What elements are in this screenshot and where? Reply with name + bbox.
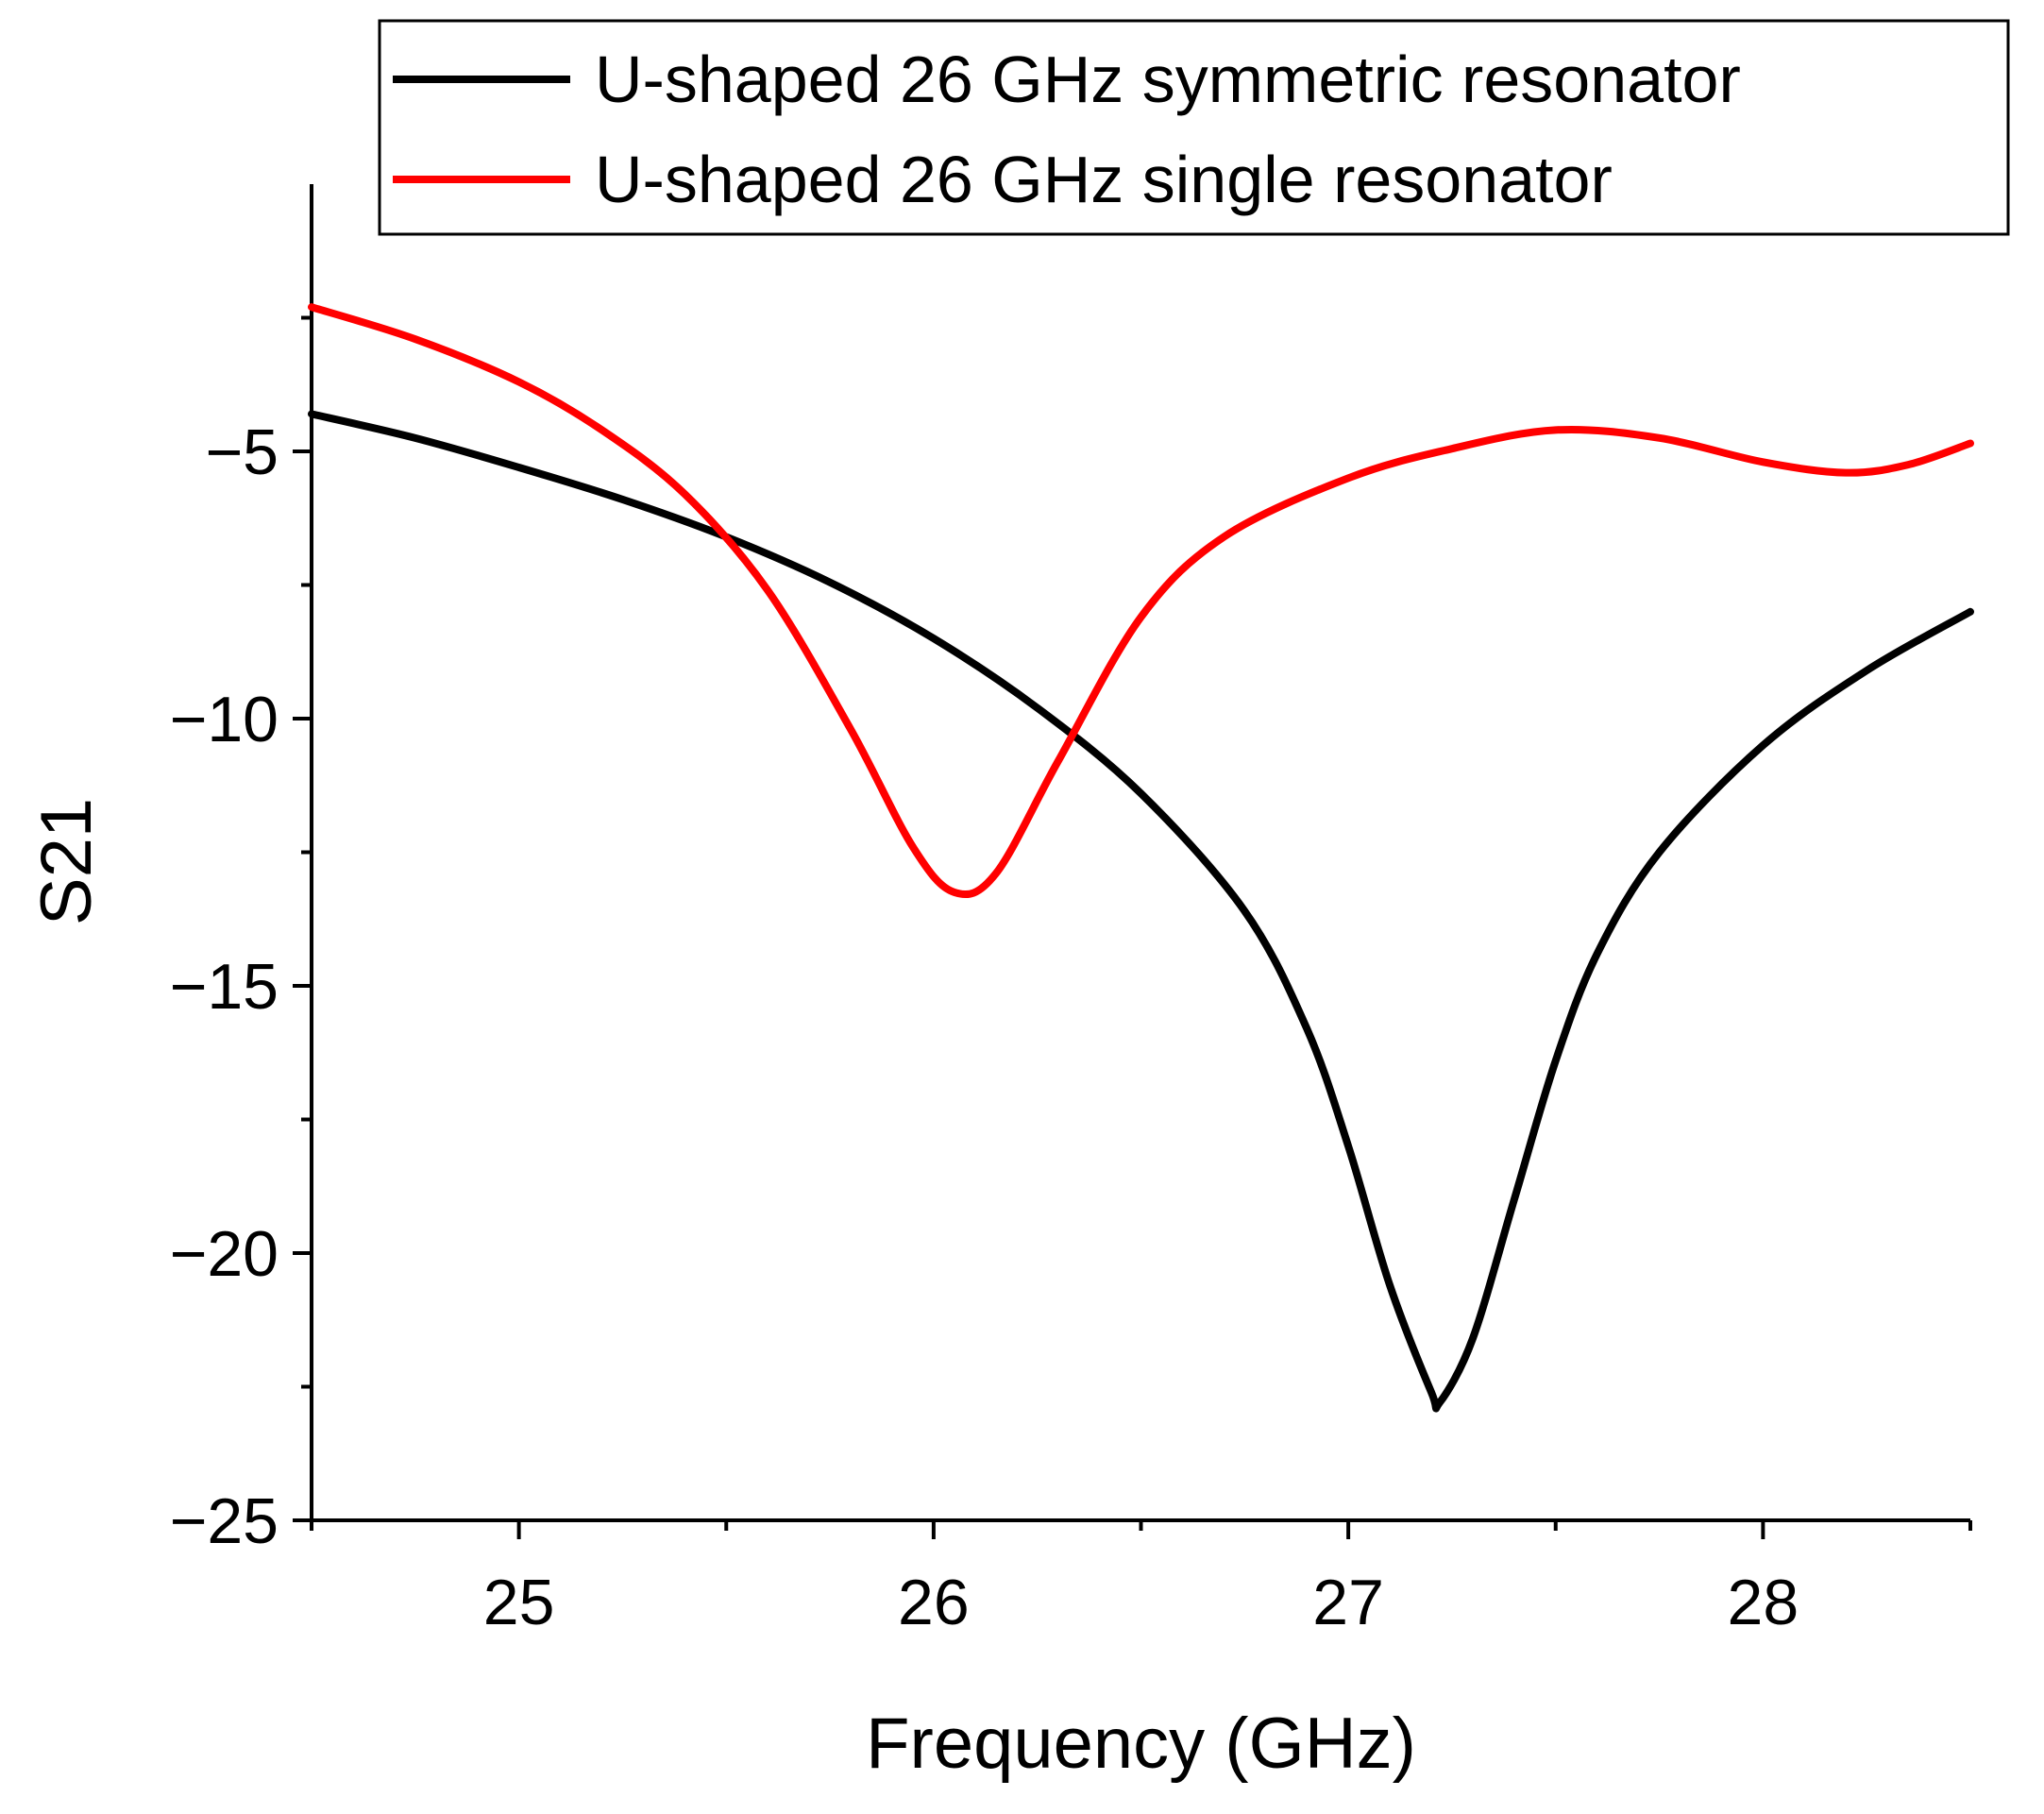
legend: U-shaped 26 GHz symmetric resonator U-sha… (378, 19, 2010, 236)
x-axis-title: Frequency (GHz) (866, 1704, 1416, 1784)
y-axis-title: S21 (26, 798, 107, 925)
y-tick-label: −10 (170, 684, 279, 755)
y-tick-label: −15 (170, 951, 279, 1023)
ticks-layer: 25 26 27 28 −25 −20 −15 −10 −5 (170, 315, 1972, 1638)
x-tick-label: 27 (1312, 1567, 1384, 1638)
axes-layer (310, 184, 1970, 1522)
y-tick-label: −25 (170, 1485, 279, 1557)
series-line-symmetric-resonator (308, 410, 1974, 1413)
y-tick-label: −20 (170, 1218, 279, 1290)
legend-label: U-shaped 26 GHz symmetric resonator (595, 42, 1741, 116)
y-tick-label: −5 (205, 416, 279, 488)
x-tick-label: 26 (898, 1567, 970, 1638)
x-tick-label: 28 (1728, 1567, 1799, 1638)
series-line-single-resonator (308, 303, 1974, 899)
legend-box (378, 19, 2010, 236)
x-tick-label: 25 (483, 1567, 555, 1638)
legend-label: U-shaped 26 GHz single resonator (595, 143, 1613, 216)
series-layer (308, 303, 1974, 1413)
